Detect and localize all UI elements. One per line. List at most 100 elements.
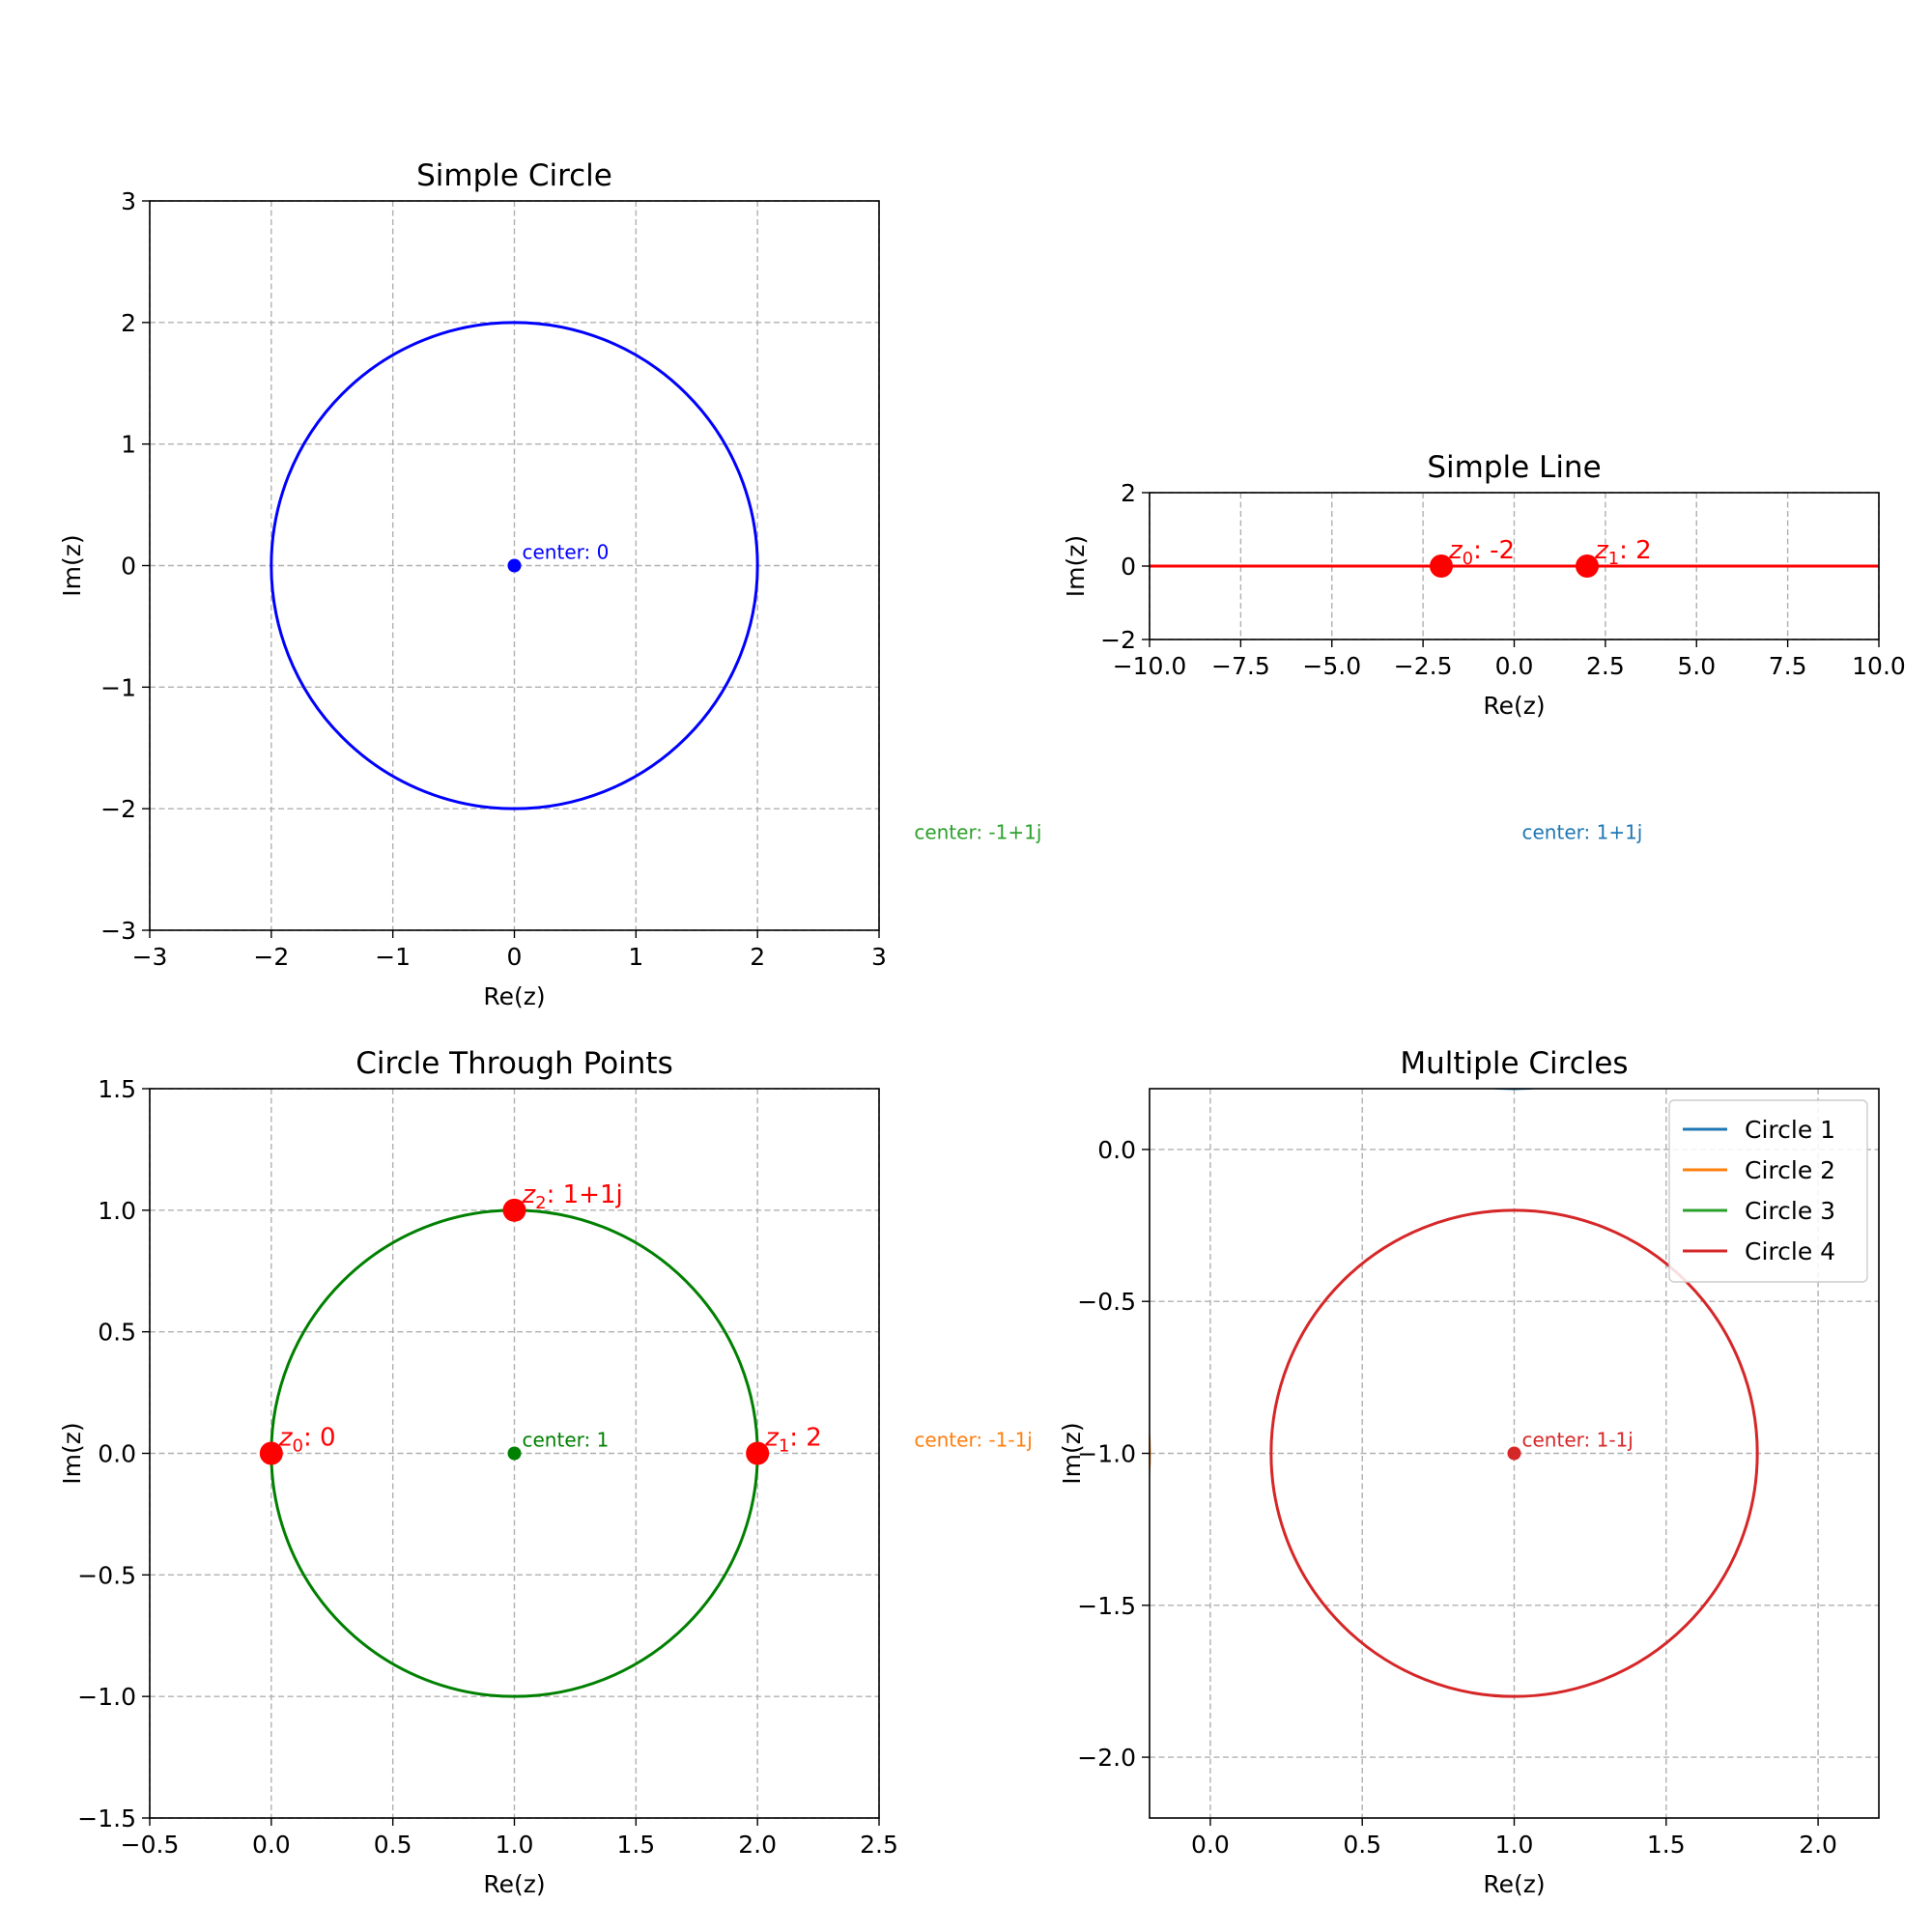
subplot-1: center: 0 −3 −2 −1 0 1 2 3 −3 −2 −1 0 1 2 3 Simple Circ…: [58, 158, 887, 1010]
x-tick-label: 5.0: [1677, 652, 1716, 680]
circle-curve: [1269, 1208, 1759, 1698]
point-label: z2: 1+1j: [522, 1180, 623, 1213]
x-tick-label: 1.0: [496, 1831, 534, 1859]
y-tick-label: 0: [121, 553, 136, 581]
y-tick-label: 1.0: [98, 1197, 136, 1225]
subplot-4: center: 1+1j center: -1-1j center: -1+1j ce…: [664, 603, 1880, 1898]
center-label: center: -1-1j: [914, 1429, 1033, 1452]
legend-entry: Circle 4: [1745, 1237, 1835, 1265]
y-tick-label: −2: [1100, 626, 1136, 654]
center-label: center: -1+1j: [914, 820, 1041, 843]
y-tick-label: −1.5: [1077, 1592, 1136, 1620]
x-tick-label: 2.0: [1799, 1831, 1837, 1859]
x-tick-label: −2: [253, 943, 289, 971]
y-tick-label: 1: [121, 431, 136, 459]
x-tick-label: 10.0: [1852, 652, 1906, 680]
point-marker: [502, 1198, 526, 1222]
x-tick-label: −10.0: [1113, 652, 1187, 680]
y-axis-label: Im(z): [58, 534, 86, 596]
point-marker: [746, 1441, 770, 1465]
x-tick-label: 2.0: [738, 1831, 777, 1859]
center-marker: [899, 838, 913, 852]
subplot-3: center: 1 z0: 0 z1: 2 z2: 1+1j −0.5 0.0 0.5 1.0…: [58, 1046, 898, 1898]
legend-entry: Circle 2: [1745, 1156, 1835, 1184]
chart-title: Circle Through Points: [355, 1046, 672, 1081]
center-marker: [1508, 838, 1521, 852]
x-tick-label: 3: [871, 943, 887, 971]
y-tick-label: 0.0: [98, 1440, 136, 1468]
center-label: center: 1-1j: [1522, 1429, 1634, 1452]
y-tick-label: 0.5: [98, 1319, 136, 1347]
y-axis-label: Im(z): [1058, 1422, 1086, 1484]
subplot-2: z0: -2 z1: 2 −10.0 −7.5 −5.0 −2.5 0.0 2.5 5.0 7.5…: [1062, 450, 1906, 720]
y-tick-label: 2: [1121, 479, 1136, 507]
x-tick-label: 0.0: [1191, 1831, 1230, 1859]
circle-curve: [270, 321, 759, 810]
point-marker: [259, 1441, 283, 1465]
x-tick-label: 7.5: [1769, 652, 1807, 680]
y-axis-label: Im(z): [1062, 535, 1090, 597]
y-tick-label: 1.5: [98, 1075, 136, 1103]
y-tick-label: −1: [100, 673, 136, 701]
x-tick-label: −1: [375, 943, 411, 971]
legend-entry: Circle 1: [1745, 1116, 1835, 1144]
point-marker: [1576, 554, 1599, 578]
x-axis-label: Re(z): [483, 1870, 545, 1898]
y-tick-label: −1.0: [77, 1683, 136, 1711]
point-marker: [1430, 554, 1453, 578]
x-tick-label: 1: [628, 943, 643, 971]
center-marker: [1507, 1446, 1521, 1461]
x-tick-label: −7.5: [1211, 652, 1270, 680]
center-marker: [507, 558, 522, 573]
center-label: center: 1: [523, 1429, 610, 1452]
chart-title: Simple Circle: [416, 158, 612, 193]
y-tick-label: −1.5: [77, 1804, 136, 1833]
y-tick-label: −1.0: [1077, 1440, 1136, 1468]
legend-box: [1668, 1099, 1868, 1283]
x-tick-label: 0.0: [1495, 652, 1534, 680]
x-tick-label: 2.5: [1586, 652, 1625, 680]
center-label: center: 1+1j: [1522, 820, 1643, 843]
y-tick-label: −0.5: [1077, 1288, 1136, 1316]
legend: Circle 1 Circle 2 Circle 3 Circle 4: [1668, 1099, 1868, 1283]
x-tick-label: −3: [132, 943, 168, 971]
plot-area: [270, 321, 759, 810]
y-axis-label: Im(z): [58, 1422, 86, 1484]
y-tick-label: −3: [100, 917, 136, 945]
legend-entry: Circle 3: [1745, 1197, 1835, 1225]
x-axis-label: Re(z): [1483, 692, 1545, 720]
point-label: z0: 0: [278, 1424, 336, 1457]
circle-curve: [664, 603, 1150, 1089]
y-tick-label: −2: [100, 795, 136, 823]
x-tick-label: 0.5: [1343, 1831, 1381, 1859]
plot-area: [664, 603, 1759, 1698]
x-axis-label: Re(z): [1483, 1870, 1545, 1898]
point-label: z0: -2: [1448, 536, 1515, 569]
x-tick-label: −2.5: [1394, 652, 1453, 680]
x-tick-label: 1.5: [616, 1831, 655, 1859]
point-label: z1: 2: [1594, 536, 1652, 569]
y-tick-label: 0: [1121, 553, 1136, 581]
center-label: center: 0: [523, 541, 610, 564]
y-tick-label: −0.5: [77, 1561, 136, 1589]
x-tick-label: 0.5: [374, 1831, 412, 1859]
y-tick-label: 0.0: [1097, 1136, 1136, 1164]
x-tick-label: 2.5: [860, 1831, 898, 1859]
chart-title: Simple Line: [1427, 450, 1601, 485]
center-marker: [899, 1447, 913, 1461]
x-tick-label: 1.5: [1647, 1831, 1686, 1859]
x-axis-label: Re(z): [483, 982, 545, 1010]
x-tick-label: 0: [507, 943, 523, 971]
y-tick-label: 2: [121, 309, 136, 337]
x-tick-label: −5.0: [1302, 652, 1361, 680]
x-tick-label: 1.0: [1495, 1831, 1534, 1859]
x-tick-label: 2: [750, 943, 765, 971]
x-tick-label: −0.5: [121, 1831, 180, 1859]
y-tick-label: −2.0: [1077, 1744, 1136, 1772]
center-marker: [507, 1446, 522, 1461]
y-tick-label: 3: [121, 187, 136, 215]
point-label: z1: 2: [764, 1424, 822, 1457]
chart-title: Multiple Circles: [1400, 1046, 1628, 1081]
x-tick-label: 0.0: [252, 1831, 291, 1859]
